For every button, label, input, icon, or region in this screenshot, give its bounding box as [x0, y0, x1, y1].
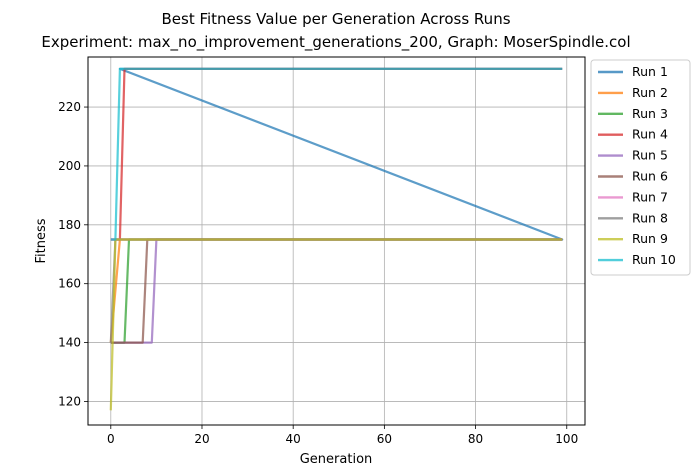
series-line-run-2 [109, 238, 563, 343]
legend-label: Run 7 [632, 189, 668, 204]
legend-label: Run 2 [632, 85, 668, 100]
legend-label: Run 6 [632, 169, 668, 184]
series-line-run-3 [110, 238, 563, 344]
plot-frame [87, 56, 586, 426]
series-line-run-10 [110, 67, 563, 241]
y-tick-label: 140 [58, 336, 81, 350]
series-lines [109, 67, 564, 411]
x-axis-label: Generation [300, 452, 373, 467]
series-line-run-8 [109, 238, 563, 343]
y-tick-label: 200 [58, 159, 81, 173]
legend-label: Run 9 [632, 231, 668, 246]
y-axis-label: Fitness [34, 218, 49, 263]
x-tick-label: 80 [468, 432, 483, 446]
y-tick-label: 180 [58, 218, 81, 232]
x-tick-label: 100 [555, 432, 578, 446]
x-tick-label: 0 [107, 432, 115, 446]
y-tick-label: 120 [58, 394, 81, 408]
legend-label: Run 10 [632, 252, 676, 267]
series-line-run-9 [109, 238, 563, 411]
series-line-run-1 [110, 67, 564, 241]
y-tick-label: 160 [58, 277, 81, 291]
chart-subtitle: Experiment: max_no_improvement_generatio… [41, 33, 630, 52]
legend-label: Run 3 [632, 106, 668, 121]
legend: Run 1 Run 2 Run 3 Run 4 Run 5 Run 6 Run 7 Run 8… [590, 59, 691, 276]
x-tick-label: 40 [286, 432, 301, 446]
legend-label: Run 1 [632, 64, 668, 79]
y-axis: 120 140 160 180 200 220 [58, 100, 88, 408]
legend-label: Run 5 [632, 148, 668, 163]
legend-label: Run 8 [632, 210, 668, 225]
x-tick-label: 20 [194, 432, 209, 446]
x-axis: 0 20 40 60 80 100 [107, 425, 578, 446]
series-line-run-6 [110, 238, 563, 344]
y-tick-label: 220 [58, 100, 81, 114]
chart-title: Best Fitness Value per Generation Across… [161, 10, 510, 28]
x-tick-label: 60 [377, 432, 392, 446]
series-line-run-5 [110, 238, 563, 344]
legend-label: Run 4 [632, 127, 668, 142]
grid-lines [88, 57, 585, 425]
